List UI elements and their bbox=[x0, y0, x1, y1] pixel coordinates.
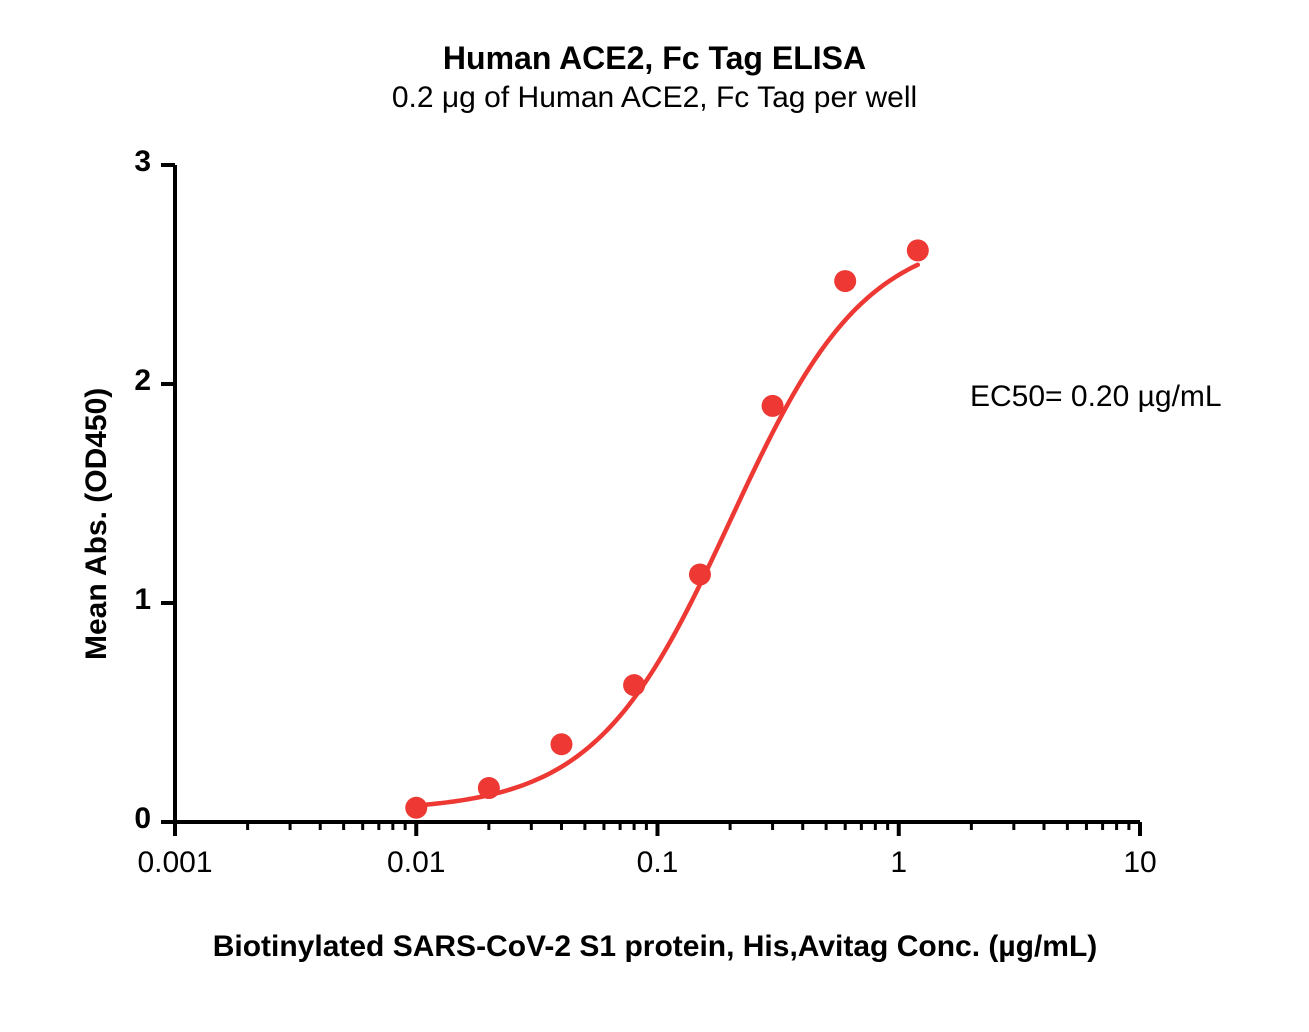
x-tick-label: 1 bbox=[890, 846, 907, 880]
y-tick-label: 1 bbox=[121, 583, 151, 617]
elisa-chart: Human ACE2, Fc Tag ELISA 0.2 μg of Human… bbox=[0, 0, 1309, 1032]
x-tick-label: 0.001 bbox=[137, 846, 212, 880]
curve-group bbox=[416, 265, 918, 806]
axes-group bbox=[161, 165, 1140, 836]
y-tick-label: 3 bbox=[121, 145, 151, 179]
y-tick-label: 2 bbox=[121, 364, 151, 398]
x-tick-label: 0.1 bbox=[637, 846, 679, 880]
x-tick-label: 10 bbox=[1123, 846, 1156, 880]
y-tick-label: 0 bbox=[121, 802, 151, 836]
points-group bbox=[405, 239, 929, 818]
x-tick-label: 0.01 bbox=[387, 846, 445, 880]
